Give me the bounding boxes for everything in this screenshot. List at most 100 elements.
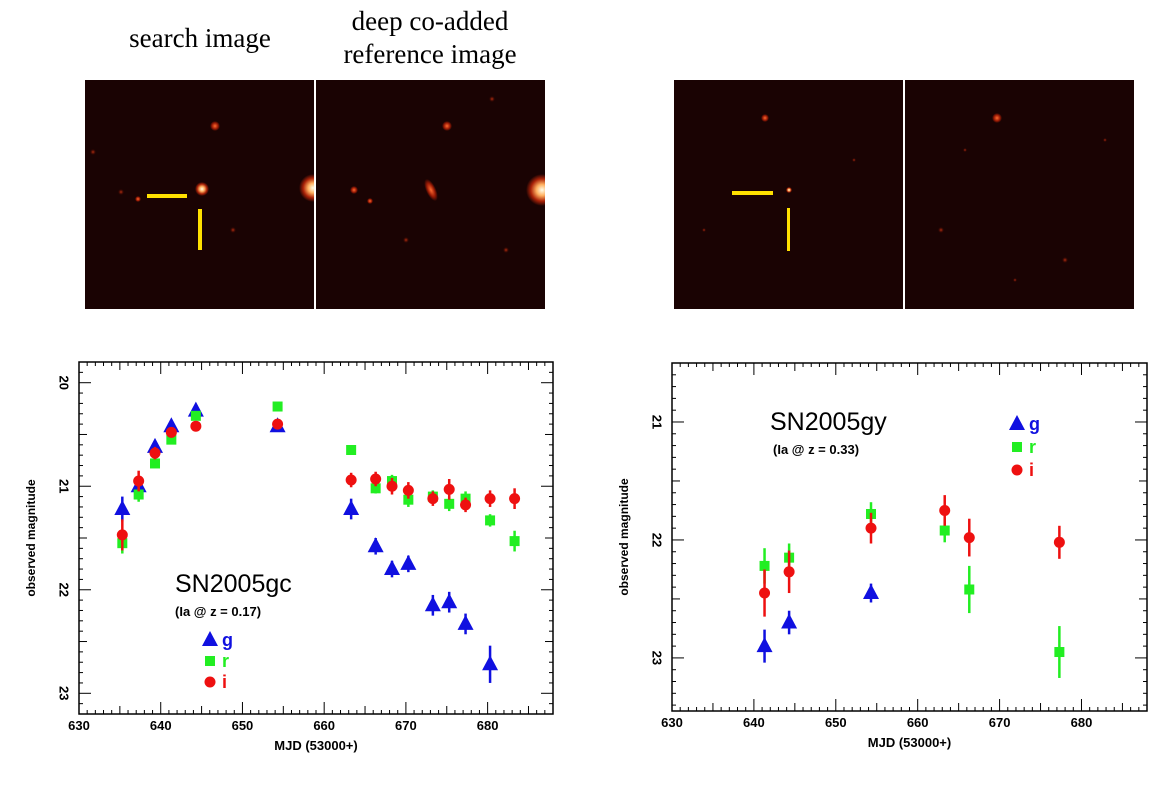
star [963,148,967,152]
stamp-background [905,80,1134,309]
data-point-r [133,489,144,500]
sn2005gc-reference-image [316,80,545,309]
star [992,113,1002,123]
x-tick-label: 630 [661,715,683,730]
bright-star [526,174,545,206]
data-point-r [485,515,496,526]
data-point-r [166,434,177,445]
data-point-r [759,560,770,571]
star [852,158,856,162]
sn2005gc-reference-stamp [316,80,545,309]
stamp-background [674,80,903,309]
data-point-i [443,483,455,495]
data-point-i [165,426,177,438]
data-point-i [509,493,521,505]
series-i [116,418,521,551]
data-point-i [939,504,951,516]
legend-label-i: i [222,672,227,692]
x-tick-label: 670 [989,715,1011,730]
data-point-r [509,536,520,547]
chart-subtitle: (Ia @ z = 0.33) [773,442,859,457]
star [210,121,220,131]
data-point-g [457,614,474,630]
star [350,186,358,194]
legend-label-r: r [222,651,229,671]
reference-image-caption: deep co-added reference image [315,5,545,71]
star [367,198,373,204]
supernova-marker-vertical [198,209,202,250]
supernova-host [195,182,209,196]
star [230,227,236,233]
legend-label-g: g [222,630,233,650]
data-point-g [781,613,798,629]
legend-marker-g [202,631,218,646]
x-tick-label: 680 [1071,715,1093,730]
data-point-g [343,500,360,516]
star [503,247,509,253]
y-tick-label: 21 [57,479,72,493]
star [702,228,706,232]
data-point-i [370,473,382,485]
data-point-i [272,418,284,430]
legend-marker-i [204,676,216,688]
star [489,96,495,102]
sn2005gy-search-image [674,80,903,309]
chart-title: SN2005gy [770,408,887,436]
data-point-r [403,494,414,505]
plot-frame [78,361,554,715]
x-axis-label: MJD (53000+) [274,738,357,753]
plot-frame [671,362,1148,712]
star [118,189,124,195]
chart-subtitle: (Ia @ z = 0.17) [175,604,261,619]
series-r [117,401,520,554]
x-axis-label: MJD (53000+) [868,735,951,750]
data-point-i [149,447,161,459]
legend-label-i: i [1029,460,1034,480]
star [1103,138,1107,142]
sn2005gc-light-curve-chart: 630 640 650 660 670 680 20 21 22 23 MJD (53000+) ob… [24,361,554,753]
supernova [786,187,792,193]
chart-title: SN2005gc [175,570,292,598]
star [442,121,452,131]
data-point-i [460,499,472,511]
y-tick-label: 20 [57,375,72,389]
data-point-r [346,445,357,455]
star [761,114,769,122]
reference-caption-line2: reference image [343,39,517,69]
star [1062,257,1068,263]
data-point-g [441,593,458,609]
data-point-i [386,480,398,492]
data-point-g [756,637,773,653]
data-point-g [114,500,131,516]
sn2005gy-reference-image [905,80,1134,309]
star [403,237,409,243]
data-point-i [116,529,128,541]
series-g [114,401,499,683]
series-i [759,495,1065,617]
supernova-marker-vertical [787,208,790,251]
host-galaxy [424,178,438,202]
legend-marker-i [1011,464,1023,476]
data-point-i [1053,536,1065,548]
legend-marker-r [205,656,215,666]
y-axis-label: observed magnitude [24,479,38,597]
data-point-g [863,584,880,600]
data-point-i [783,566,795,578]
data-point-i [427,493,439,505]
search-image-caption: search image [129,23,271,53]
legend-label-r: r [1029,437,1036,457]
sn2005gy-reference-stamp [905,80,1134,309]
bright-star [299,174,314,202]
data-point-i [345,474,357,486]
data-point-i [402,484,414,496]
x-tick-label: 660 [907,715,929,730]
data-point-g [147,437,164,453]
supernova-marker-horizontal [732,191,773,195]
data-point-r [964,584,975,595]
data-point-g [163,417,180,433]
x-tick-label: 680 [477,718,499,733]
data-point-r [272,401,283,412]
x-tick-label: 670 [395,718,417,733]
x-tick-label: 660 [313,718,335,733]
data-point-r [939,525,950,536]
